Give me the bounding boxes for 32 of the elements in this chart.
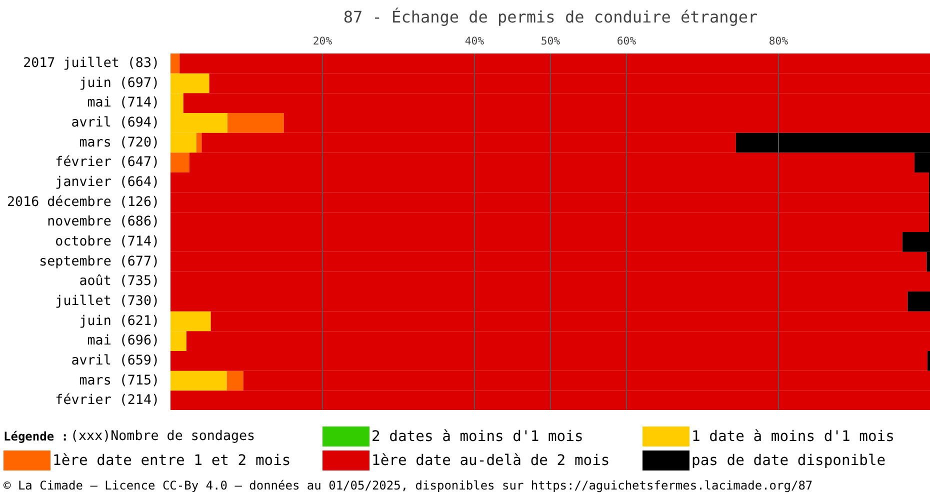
y-tick-label: septembre (677) xyxy=(39,254,160,270)
y-tick-label: avril (659) xyxy=(71,353,160,368)
text: Légende : xyxy=(4,430,69,444)
legend-label: 1 date à moins d'1 mois xyxy=(692,428,894,445)
y-tick-label: mai (696) xyxy=(87,334,160,349)
y-tick-label: janvier (664) xyxy=(55,174,160,190)
y-tick-label: 2017 juillet (83) xyxy=(23,56,160,71)
y-tick-label: mars (720) xyxy=(79,135,160,150)
y-tick-label: juin (621) xyxy=(79,314,160,329)
y-tick-label: mars (715) xyxy=(79,373,160,388)
y-tick-label: juin (697) xyxy=(79,76,160,91)
y-tick-label: août (735) xyxy=(79,274,160,290)
y-tick-label: octobre (714) xyxy=(55,234,160,250)
y-tick-label: juillet (730) xyxy=(55,294,160,309)
text: (xxx)Nombre de sondages xyxy=(70,429,256,444)
x-tick-label: 60% xyxy=(616,34,637,48)
legend-label: 1ère date au-delà de 2 mois xyxy=(372,452,610,469)
x-tick-label: 40% xyxy=(464,34,485,48)
y-tick-label: mai (714) xyxy=(87,96,160,111)
y-tick-label: février (647) xyxy=(55,155,160,170)
legend-label: 1ère date entre 1 et 2 mois xyxy=(52,452,291,469)
y-tick-label: novembre (686) xyxy=(47,214,160,230)
text: © La Cimade — Licence CC-By 4.0 — données au 01/05/2025, disponibles sur https://aguichetsfermes.lacimade.org/87 xyxy=(4,478,813,492)
x-tick-label: 80% xyxy=(768,34,789,48)
legend-label: 2 dates à moins d'1 mois xyxy=(372,428,584,445)
chart-title: 87 - Échange de permis de conduire étranger xyxy=(343,8,758,26)
y-tick-label: février (214) xyxy=(55,393,160,408)
y-tick-label: avril (694) xyxy=(71,115,160,130)
x-tick-label: 50% xyxy=(540,34,561,48)
y-tick-label: 2016 décembre (126) xyxy=(7,194,160,210)
legend-label: pas de date disponible xyxy=(692,452,886,469)
x-tick-label: 20% xyxy=(312,34,333,48)
